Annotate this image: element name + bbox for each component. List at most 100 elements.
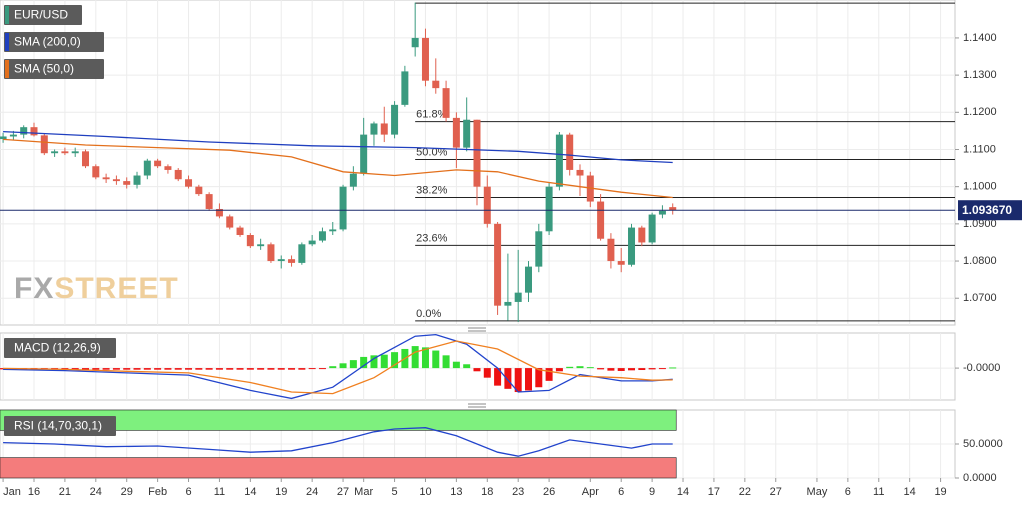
histogram-bar xyxy=(586,367,594,369)
legend-label: EUR/USD xyxy=(14,8,68,22)
x-tick-label: Jan xyxy=(3,486,21,498)
candle-body xyxy=(9,134,17,137)
x-tick-label: 9 xyxy=(649,486,655,498)
histogram-bar xyxy=(267,368,275,370)
histogram-bar xyxy=(576,366,584,369)
candle-body xyxy=(463,119,471,148)
candle-body xyxy=(380,123,388,135)
legend-box xyxy=(4,59,104,79)
histogram-bar xyxy=(421,347,429,369)
histogram-bar xyxy=(246,368,254,370)
candle-body xyxy=(545,186,553,232)
legend-box xyxy=(4,416,116,436)
candle-body xyxy=(391,104,399,135)
candle-body xyxy=(257,244,265,247)
histogram-bar xyxy=(411,346,419,369)
series-line xyxy=(3,340,673,395)
histogram-bar xyxy=(102,368,110,370)
histogram-bar xyxy=(174,368,182,370)
histogram-bar xyxy=(329,366,337,369)
y-tick-label: 1.1400 xyxy=(963,32,997,44)
y-tick-label: 0.0000 xyxy=(963,472,997,484)
panel xyxy=(0,332,956,401)
histogram-bar xyxy=(112,368,120,370)
histogram-bar xyxy=(298,368,306,370)
candle-body xyxy=(185,179,193,187)
candle-body xyxy=(92,166,100,178)
histogram-bar xyxy=(92,368,100,370)
x-tick-label: 6 xyxy=(185,486,191,498)
candle-body xyxy=(102,177,110,180)
candle-body xyxy=(669,207,677,211)
legend-label: MACD (12,26,9) xyxy=(14,341,101,355)
x-tick-label: 26 xyxy=(543,486,555,498)
histogram-bar xyxy=(524,368,532,391)
histogram-bar xyxy=(370,355,378,369)
candle-body xyxy=(504,301,512,306)
candle-body xyxy=(514,292,522,302)
x-tick-label: 16 xyxy=(28,486,40,498)
y-tick-label: 1.1200 xyxy=(963,106,997,118)
candle-body xyxy=(71,151,79,154)
last-price-label: 1.093670 xyxy=(962,203,1012,217)
candle-body xyxy=(432,80,440,89)
y-tick-label: 1.0700 xyxy=(963,292,997,304)
candle-body xyxy=(61,151,69,154)
candle-body xyxy=(329,229,337,232)
candle-body xyxy=(246,235,254,247)
x-tick-label: 27 xyxy=(337,486,349,498)
candle-body xyxy=(617,261,625,265)
candle-body xyxy=(133,175,141,185)
histogram-bar xyxy=(514,368,522,393)
candle-body xyxy=(226,216,234,228)
candle-body xyxy=(215,208,223,217)
fib-label: 23.6% xyxy=(416,232,447,244)
candle-body xyxy=(658,210,666,215)
candle-body xyxy=(401,71,409,105)
series-line xyxy=(3,138,673,199)
candle-body xyxy=(0,136,7,140)
histogram-bar xyxy=(339,363,347,369)
y-tick-label: 1.0800 xyxy=(963,255,997,267)
legend-swatch xyxy=(5,60,9,78)
histogram-bar xyxy=(71,368,79,370)
histogram-bar xyxy=(607,368,615,371)
y-tick-label: 1.0900 xyxy=(963,218,997,230)
histogram-bar xyxy=(205,368,213,370)
candle-body xyxy=(360,134,368,174)
candle-body xyxy=(20,127,28,135)
candle-body xyxy=(566,134,574,170)
y-tick-label: 50.0000 xyxy=(963,438,1003,450)
histogram-bar xyxy=(473,368,481,372)
x-tick-label: 17 xyxy=(708,486,720,498)
fib-label: 0.0% xyxy=(416,308,441,320)
oversold-band xyxy=(0,457,677,479)
histogram-bar xyxy=(617,368,625,371)
legend-label: RSI (14,70,30,1) xyxy=(14,419,102,433)
candle-body xyxy=(164,166,172,170)
x-tick-label: 11 xyxy=(214,486,225,498)
candle-body xyxy=(607,238,615,262)
histogram-bar xyxy=(185,368,193,370)
candle-body xyxy=(205,194,213,209)
histogram-bar xyxy=(669,367,677,369)
y-tick-label: 1.1000 xyxy=(963,181,997,193)
x-tick-label: 24 xyxy=(306,486,318,498)
histogram-bar xyxy=(463,364,471,369)
candle-body xyxy=(112,179,120,182)
x-tick-label: Feb xyxy=(148,486,167,498)
histogram-bar xyxy=(648,368,656,370)
histogram-bar xyxy=(566,366,574,369)
candle-body xyxy=(473,119,481,187)
histogram-bar xyxy=(133,368,141,370)
candle-body xyxy=(421,37,429,81)
last-price-box xyxy=(958,200,1022,221)
candle-body xyxy=(648,214,656,243)
histogram-bar xyxy=(628,368,636,371)
candle-body xyxy=(411,37,419,48)
x-tick-label: 24 xyxy=(90,486,102,498)
histogram-bar xyxy=(545,368,553,381)
y-tick-label: -0.0000 xyxy=(963,362,1000,374)
histogram-bar xyxy=(308,368,316,370)
